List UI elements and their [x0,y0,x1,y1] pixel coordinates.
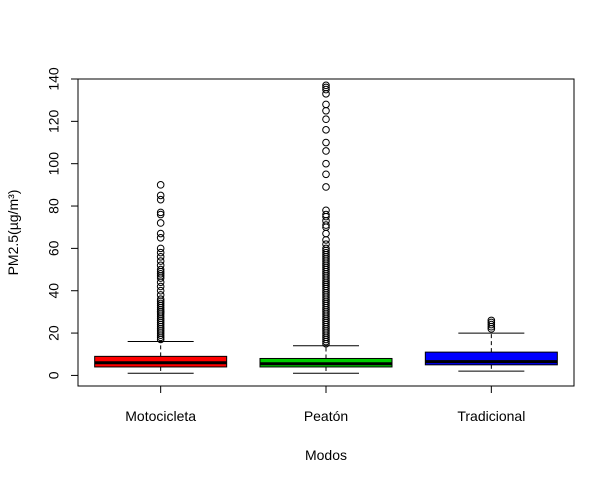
outlier-point [156,229,165,238]
outlier-point [156,195,165,204]
outlier-point [322,126,330,134]
x-axis: Motocicleta Peatón Tradicional [125,386,525,424]
outlier-point [156,291,165,299]
outlier-point [156,286,165,295]
outlier-point [322,106,330,115]
outlier-point [322,159,330,168]
outlier-point [156,191,165,200]
outlier-point [322,229,330,238]
outlier-point [322,240,330,248]
y-axis-title: PM2.5(µg/m³) [5,190,21,276]
outlier-point [322,183,330,191]
box-tradicional [424,316,558,372]
outlier-point [322,147,330,155]
x-axis-title: Modos [305,447,347,463]
x-tick-label: Motocicleta [125,408,196,424]
y-tick-label: 0 [46,371,62,379]
box-peatn [259,81,393,374]
outlier-point [156,208,165,217]
outlier-point [156,265,165,274]
outlier-point [156,257,165,265]
outlier-point [322,206,330,215]
y-tick-label: 120 [46,109,62,133]
outlier-point [156,248,165,257]
outlier-point [156,299,165,308]
outlier-point [156,253,165,261]
y-tick-label: 100 [46,152,62,176]
y-tick-label: 20 [46,325,62,341]
y-tick-label: 40 [46,283,62,299]
box-motocicleta [94,181,228,374]
outlier-point [156,233,165,242]
outlier-point [156,282,165,291]
outlier-point [156,181,165,189]
outlier-point [156,210,165,219]
outlier-point [156,295,165,303]
outlier-point [322,138,330,147]
outlier-point [322,170,330,179]
y-tick-label: 140 [46,67,62,91]
outlier-point [322,83,330,92]
outlier-point [322,81,330,90]
outlier-point [156,244,165,253]
outlier-point [322,100,330,109]
y-axis: 0 20 40 60 80 100 120 140 [46,67,78,379]
outlier-point [156,261,165,270]
outlier-point [322,236,330,244]
y-tick-label: 80 [46,198,62,214]
outlier-point [156,219,165,227]
outlier-point [322,221,330,229]
x-tick-label: Tradicional [457,408,525,424]
outlier-point [322,248,330,257]
outlier-point [322,244,330,253]
outlier-point [487,316,496,325]
outlier-point [487,318,496,327]
outlier-point [487,320,496,329]
y-tick-label: 60 [46,240,62,256]
outlier-point [156,269,165,278]
outlier-point [322,85,330,94]
outlier-point [322,210,330,219]
outlier-point [322,115,330,124]
x-tick-label: Peatón [304,408,348,424]
